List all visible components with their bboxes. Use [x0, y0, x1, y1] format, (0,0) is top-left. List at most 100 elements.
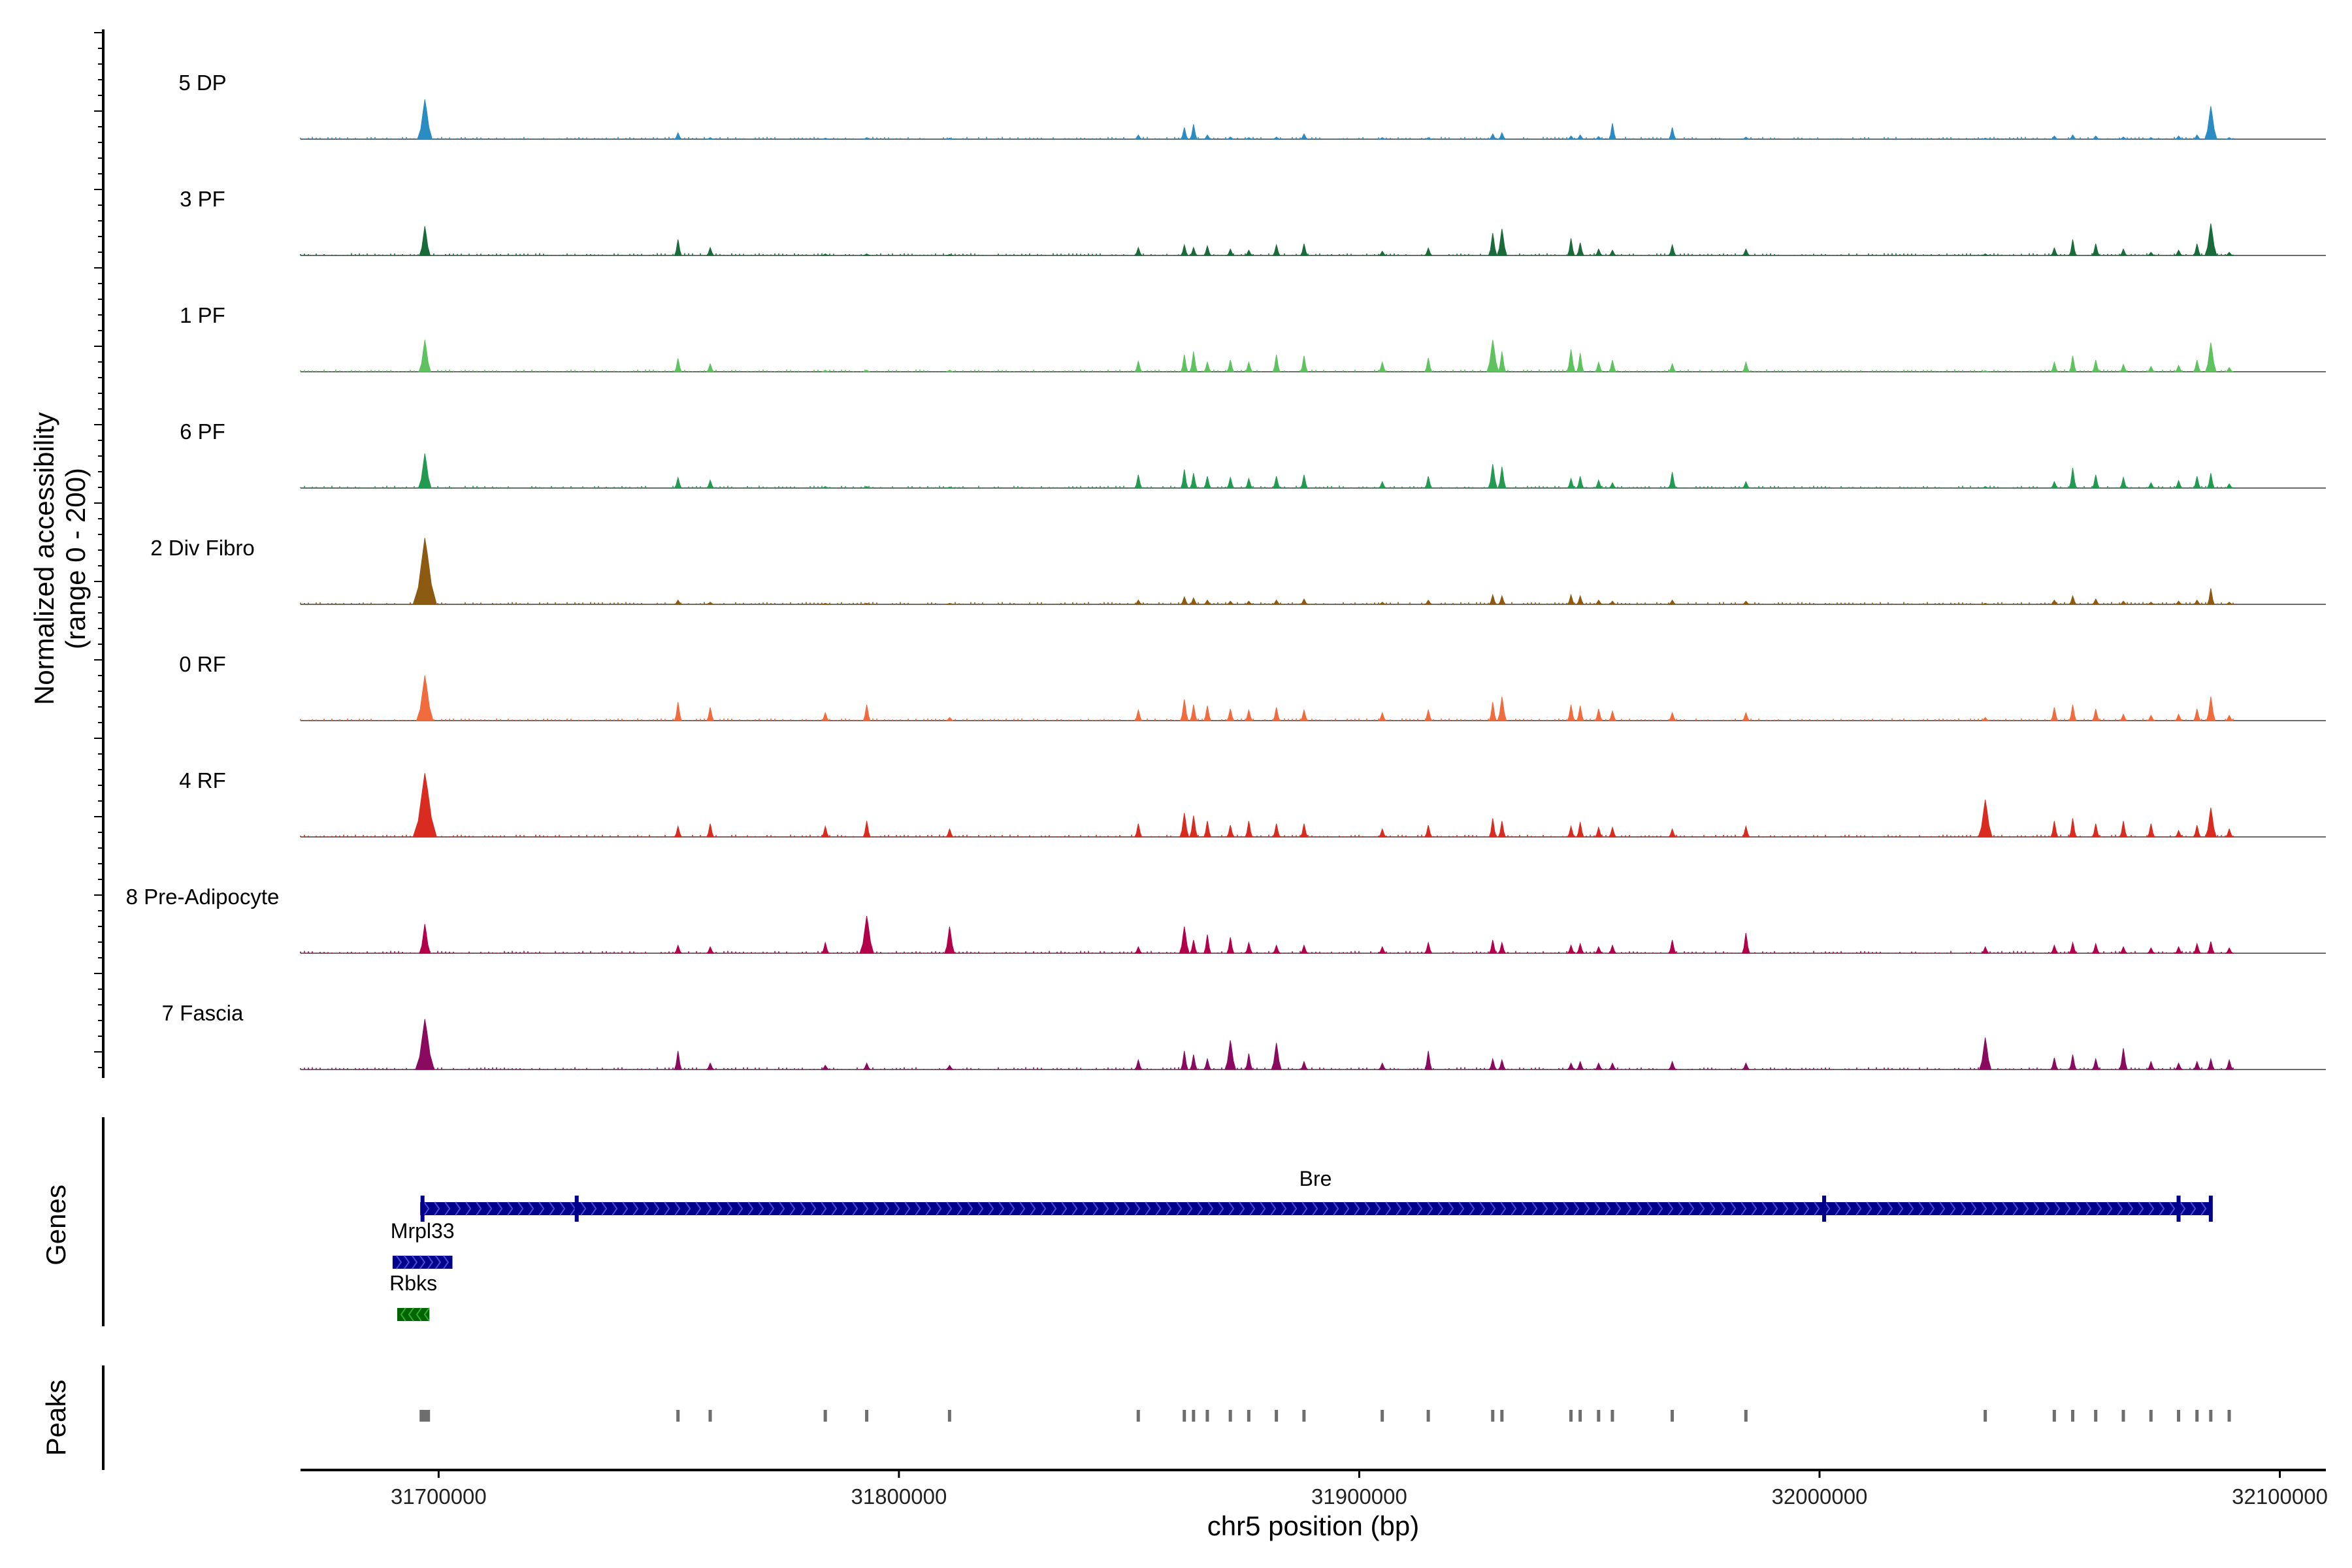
track-label: 1 PF	[180, 303, 225, 327]
peak-2	[706, 479, 715, 489]
peak-31	[2193, 942, 2201, 954]
peak-1	[674, 358, 682, 372]
x-tick-label: 31900000	[1311, 1484, 1407, 1509]
gene-rbks: Rbks	[389, 1271, 437, 1322]
exon	[420, 1196, 425, 1222]
peak-19	[1575, 134, 1585, 140]
peak-2	[706, 137, 714, 140]
peak-29	[2147, 602, 2155, 605]
peak-31	[2193, 825, 2201, 838]
peak-1	[674, 825, 682, 838]
peak-7	[1180, 1051, 1188, 1070]
peak-17	[1497, 1058, 1507, 1070]
peak-region	[2071, 1410, 2074, 1422]
peak-30	[2174, 365, 2183, 372]
peak-22	[1668, 472, 1676, 489]
x-tick-label: 32000000	[1772, 1484, 1868, 1509]
peak-20	[1594, 708, 1603, 721]
peak-23	[1741, 933, 1750, 954]
peak-25	[2050, 707, 2059, 721]
peak-16	[1488, 133, 1497, 140]
noise	[300, 718, 2234, 721]
peak-11	[1245, 821, 1253, 838]
gene-label: Mrpl33	[391, 1219, 455, 1243]
peak-13	[1299, 133, 1309, 140]
peak-12	[1272, 476, 1281, 489]
track-2-div-fibro: 2 Div Fibro	[150, 536, 2326, 605]
peak-17	[1496, 229, 1508, 256]
peak-7	[1180, 243, 1188, 256]
x-axis-title: chr5 position (bp)	[1207, 1511, 1420, 1541]
y-axis-title-line1: Normalized accessibility	[29, 412, 59, 705]
peak-region	[1183, 1410, 1186, 1422]
peak-13	[1299, 1060, 1309, 1070]
peak-region	[1578, 1410, 1582, 1422]
peak-29	[2147, 252, 2156, 256]
track-0-rf: 0 RF	[179, 652, 2326, 721]
noise	[300, 602, 2234, 604]
peak-32	[2204, 106, 2217, 140]
peak-24	[1982, 485, 1989, 489]
peak-18	[1567, 477, 1575, 489]
peak-7	[1180, 354, 1188, 372]
peak-20	[1593, 599, 1603, 605]
peak-10	[1226, 708, 1235, 721]
peak-region	[1671, 1410, 1674, 1422]
peak-6	[1134, 599, 1143, 605]
peak-28	[2119, 363, 2128, 372]
coverage-tracks: 5 DP 3 PF 1 PF 6 PF 2 Div Fibro 0 RF 4 RF 8 Pre…	[126, 71, 2326, 1070]
peak-33	[2225, 252, 2234, 256]
peak-25	[2050, 599, 2059, 605]
peak-3	[821, 825, 830, 838]
peak-14	[1378, 361, 1386, 372]
peak-22	[1668, 711, 1676, 721]
peak-4	[863, 137, 871, 140]
peak-8	[1189, 246, 1198, 256]
peak-5	[945, 717, 955, 721]
peak-20	[1594, 361, 1603, 372]
peak-17	[1497, 132, 1507, 140]
peak-10	[1226, 359, 1235, 372]
peak-region	[1597, 1410, 1601, 1422]
peak-28	[2119, 713, 2128, 721]
peak-region	[865, 1410, 869, 1422]
peak-8	[1189, 351, 1198, 372]
strand-arrows	[396, 1255, 449, 1269]
peak-31	[2192, 134, 2202, 140]
peak-18	[1567, 825, 1575, 838]
peak-14	[1378, 481, 1387, 489]
peak-21	[1608, 710, 1617, 721]
peak-16	[1486, 340, 1499, 372]
peak-8	[1189, 1054, 1198, 1070]
peak-28	[2119, 946, 2128, 954]
track-label: 6 PF	[180, 419, 225, 444]
accessibility-y-ticks	[94, 32, 103, 1068]
peak-19	[1576, 1060, 1584, 1070]
peak-2	[706, 823, 715, 838]
peak-3	[821, 1064, 830, 1070]
y-axis-title-line2: (range 0 - 200)	[60, 468, 91, 649]
x-tick-label: 31700000	[391, 1484, 487, 1509]
peak-2	[706, 602, 714, 605]
peak-13	[1299, 598, 1309, 605]
peak-9	[1203, 706, 1212, 721]
peak-11	[1245, 477, 1253, 489]
peak-20	[1594, 946, 1603, 954]
peak-23	[1741, 1062, 1750, 1070]
peak-29	[2146, 365, 2155, 372]
peak-31	[2192, 599, 2202, 605]
peak-31	[2193, 708, 2201, 721]
peak-10	[1226, 600, 1235, 605]
peak-13	[1299, 243, 1309, 256]
peak-22	[1668, 1060, 1676, 1070]
peak-19	[1576, 822, 1584, 838]
peak-3	[821, 711, 830, 721]
peak-4	[859, 916, 874, 954]
peak-region	[2149, 1410, 2153, 1422]
peak-7	[1180, 469, 1188, 489]
peak-0	[415, 1019, 435, 1070]
peak-5	[945, 828, 954, 838]
peak-27	[2091, 243, 2100, 256]
peak-6	[1134, 1058, 1143, 1070]
peak-29	[2147, 137, 2155, 140]
